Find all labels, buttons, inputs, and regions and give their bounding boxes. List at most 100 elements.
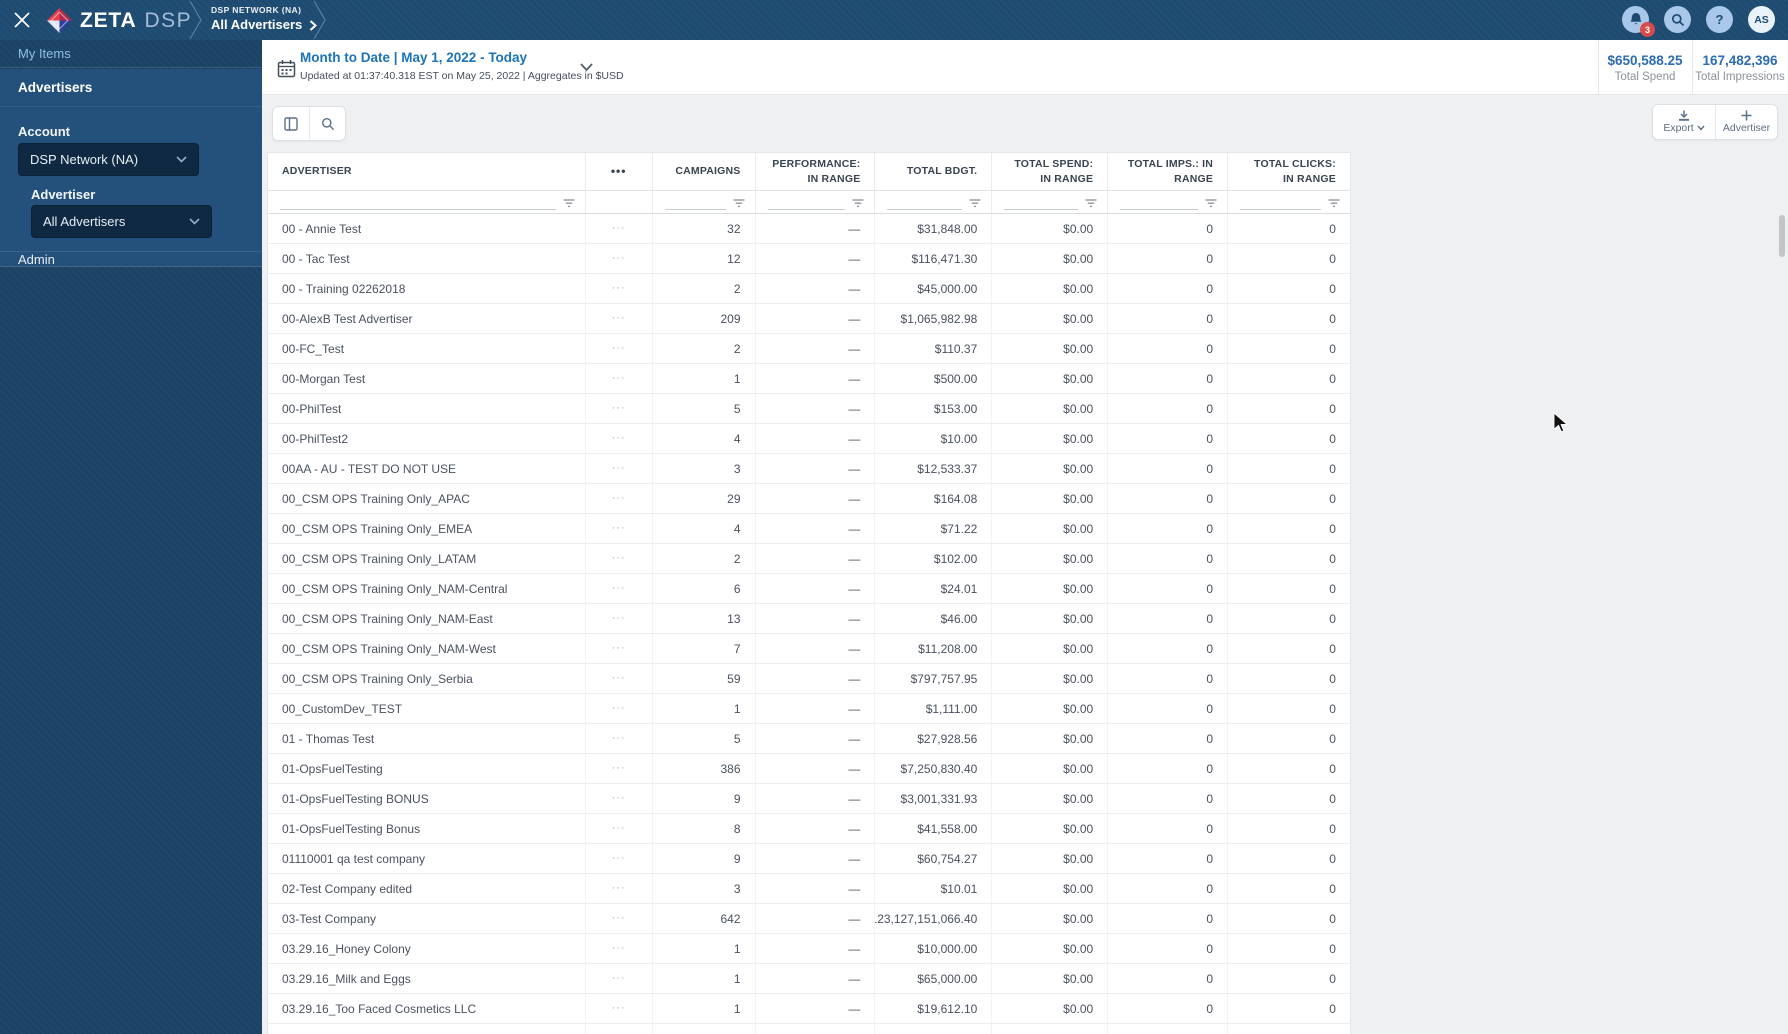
table-row[interactable]: 00 - Tac Test ··· 12 — $116,471.30 $0.00… [268, 244, 1350, 274]
add-advertiser-button[interactable]: Advertiser [1715, 105, 1777, 139]
filter-input-campaigns[interactable] [664, 195, 726, 210]
row-actions-menu-icon[interactable]: ··· [611, 792, 626, 804]
breadcrumb[interactable]: DSP NETWORK (NA) All Advertisers [211, 5, 318, 32]
row-actions-menu-icon[interactable]: ··· [611, 972, 626, 984]
advertiser-select[interactable]: All Advertisers [31, 205, 212, 238]
table-row[interactable]: 00-AlexB Test Advertiser ··· 209 — $1,06… [268, 304, 1350, 334]
advertiser-name[interactable]: 00_CSM OPS Training Only_NAM-West [268, 634, 586, 663]
advertiser-name[interactable]: 00 - Annie Test [268, 214, 586, 243]
row-actions-menu-icon[interactable]: ··· [611, 882, 626, 894]
table-row[interactable]: 00-PhilTest ··· 5 — $153.00 $0.00 0 0 [268, 394, 1350, 424]
row-actions-menu-icon[interactable]: ··· [611, 312, 626, 324]
row-actions-menu-icon[interactable]: ··· [611, 852, 626, 864]
column-header-total-budget[interactable]: TOTAL BDGT. [875, 153, 993, 190]
row-actions-menu-icon[interactable]: ··· [611, 552, 626, 564]
filter-icon[interactable] [1085, 198, 1097, 208]
calendar-icon[interactable] [277, 59, 296, 78]
table-row[interactable]: 00-Morgan Test ··· 1 — $500.00 $0.00 0 0 [268, 364, 1350, 394]
filter-icon[interactable] [563, 198, 575, 208]
row-actions-menu-icon[interactable]: ··· [611, 252, 626, 264]
row-actions-menu-icon[interactable]: ··· [611, 282, 626, 294]
table-row[interactable]: 00AA - AU - TEST DO NOT USE ··· 3 — $12,… [268, 454, 1350, 484]
advertiser-name[interactable]: 00-Morgan Test [268, 364, 586, 393]
advertiser-name[interactable]: 00AA - AU - TEST DO NOT USE [268, 454, 586, 483]
column-header-performance[interactable]: PERFORMANCE: IN RANGE [756, 153, 876, 190]
row-actions-menu-icon[interactable]: ··· [611, 582, 626, 594]
column-header-total-clicks[interactable]: TOTAL CLICKS: IN RANGE [1254, 157, 1336, 185]
advertiser-name[interactable]: 03.29.16_Honey Colony [268, 934, 586, 963]
table-row[interactable]: 01-OpsFuelTesting Bonus ··· 8 — $41,558.… [268, 814, 1350, 844]
row-actions-menu-icon[interactable]: ··· [611, 492, 626, 504]
advertiser-name[interactable]: 00_CSM OPS Training Only_EMEA [268, 514, 586, 543]
advertiser-name[interactable]: 02-Test Company edited [268, 874, 586, 903]
advertiser-name[interactable]: 03.29.16_Milk and Eggs [268, 964, 586, 993]
table-row[interactable]: 00 - Annie Test ··· 32 — $31,848.00 $0.0… [268, 214, 1350, 244]
column-chooser-button[interactable] [273, 107, 309, 140]
column-header-advertiser[interactable]: ADVERTISER [268, 153, 586, 190]
advertiser-name[interactable]: 00-PhilTest [268, 394, 586, 423]
row-actions-menu-icon[interactable]: ··· [611, 342, 626, 354]
filter-input-advertiser[interactable] [280, 195, 556, 210]
table-row[interactable]: 03.29.16_Honey Colony ··· 1 — $10,000.00… [268, 934, 1350, 964]
row-actions-menu-icon[interactable]: ··· [611, 912, 626, 924]
row-actions-menu-icon[interactable]: ··· [612, 1033, 626, 1034]
filter-icon[interactable] [1205, 198, 1217, 208]
advertiser-name[interactable]: 00_CSM OPS Training Only_LATAM [268, 544, 586, 573]
advertiser-name[interactable]: 03-Test Company [268, 904, 586, 933]
column-header-campaigns[interactable]: CAMPAIGNS [653, 153, 756, 190]
row-actions-menu-icon[interactable]: ··· [611, 402, 626, 414]
advertiser-name[interactable]: 01 - Thomas Test [268, 724, 586, 753]
table-row[interactable]: 00_CSM OPS Training Only_NAM-Central ···… [268, 574, 1350, 604]
close-icon[interactable] [13, 11, 31, 29]
filter-input-total-budget[interactable] [887, 195, 963, 210]
sidebar-item-my-items[interactable]: My Items [0, 40, 262, 68]
chevron-down-icon[interactable] [580, 63, 593, 72]
advertiser-name[interactable]: 00_CSM OPS Training Only_NAM-East [268, 604, 586, 633]
advertiser-name[interactable]: 04 - Retail Testing Co [268, 1024, 586, 1034]
advertiser-name[interactable]: 01-OpsFuelTesting [268, 754, 586, 783]
account-select[interactable]: DSP Network (NA) [18, 143, 199, 176]
chevron-right-icon[interactable] [309, 19, 318, 31]
table-row[interactable]: 00 - Training 02262018 ··· 2 — $45,000.0… [268, 274, 1350, 304]
filter-icon[interactable] [969, 198, 981, 208]
row-actions-menu-icon[interactable]: ··· [611, 642, 626, 654]
advertiser-name[interactable]: 00-AlexB Test Advertiser [268, 304, 586, 333]
zeta-dsp-logo[interactable]: ZETA DSP [46, 7, 192, 34]
row-actions-menu-icon[interactable]: ··· [611, 462, 626, 474]
row-actions-menu-icon[interactable]: ··· [611, 432, 626, 444]
advertiser-name[interactable]: 00_CSM OPS Training Only_NAM-Central [268, 574, 586, 603]
table-row[interactable]: 04 - Retail Testing Co ··· 15 — $9,019.8… [268, 1024, 1350, 1034]
row-actions-menu-icon[interactable]: ··· [611, 672, 626, 684]
advertiser-name[interactable]: 01-OpsFuelTesting BONUS [268, 784, 586, 813]
advertiser-name[interactable]: 00 - Tac Test [268, 244, 586, 273]
table-row[interactable]: 00_CustomDev_TEST ··· 1 — $1,111.00 $0.0… [268, 694, 1350, 724]
table-row[interactable]: 00-FC_Test ··· 2 — $110.37 $0.00 0 0 [268, 334, 1350, 364]
filter-input-total-clicks[interactable] [1240, 195, 1321, 210]
date-range-title[interactable]: Month to Date | May 1, 2022 - Today [300, 50, 528, 65]
advertiser-name[interactable]: 00_CSM OPS Training Only_APAC [268, 484, 586, 513]
table-row[interactable]: 00_CSM OPS Training Only_LATAM ··· 2 — $… [268, 544, 1350, 574]
sidebar-item-admin[interactable]: Admin [18, 252, 55, 267]
table-row[interactable]: 03.29.16_Milk and Eggs ··· 1 — $65,000.0… [268, 964, 1350, 994]
advertiser-name[interactable]: 03.29.16_Too Faced Cosmetics LLC [268, 994, 586, 1023]
advertiser-name[interactable]: 00_CSM OPS Training Only_Serbia [268, 664, 586, 693]
row-actions-menu-icon[interactable]: ··· [611, 222, 626, 234]
notifications-button[interactable]: 3 [1622, 6, 1655, 37]
row-actions-menu-icon[interactable]: ··· [611, 522, 626, 534]
filter-input-total-impressions[interactable] [1120, 195, 1199, 210]
filter-input-total-spend[interactable] [1004, 195, 1079, 210]
table-row[interactable]: 00_CSM OPS Training Only_NAM-East ··· 13… [268, 604, 1350, 634]
row-actions-menu-icon[interactable]: ··· [611, 942, 626, 954]
global-search-button[interactable] [1664, 6, 1691, 33]
help-button[interactable]: ? [1706, 6, 1733, 33]
table-row[interactable]: 00_CSM OPS Training Only_APAC ··· 29 — $… [268, 484, 1350, 514]
table-row[interactable]: 01-OpsFuelTesting ··· 386 — $7,250,830.4… [268, 754, 1350, 784]
advertiser-name[interactable]: 00-FC_Test [268, 334, 586, 363]
row-actions-menu-icon[interactable]: ··· [611, 822, 626, 834]
filter-input-performance[interactable] [767, 195, 846, 210]
filter-icon[interactable] [733, 198, 745, 208]
row-actions-menu-icon[interactable]: ··· [611, 732, 626, 744]
table-row[interactable]: 00_CSM OPS Training Only_EMEA ··· 4 — $7… [268, 514, 1350, 544]
vertical-scrollbar[interactable] [1779, 215, 1785, 257]
table-row[interactable]: 01 - Thomas Test ··· 5 — $27,928.56 $0.0… [268, 724, 1350, 754]
